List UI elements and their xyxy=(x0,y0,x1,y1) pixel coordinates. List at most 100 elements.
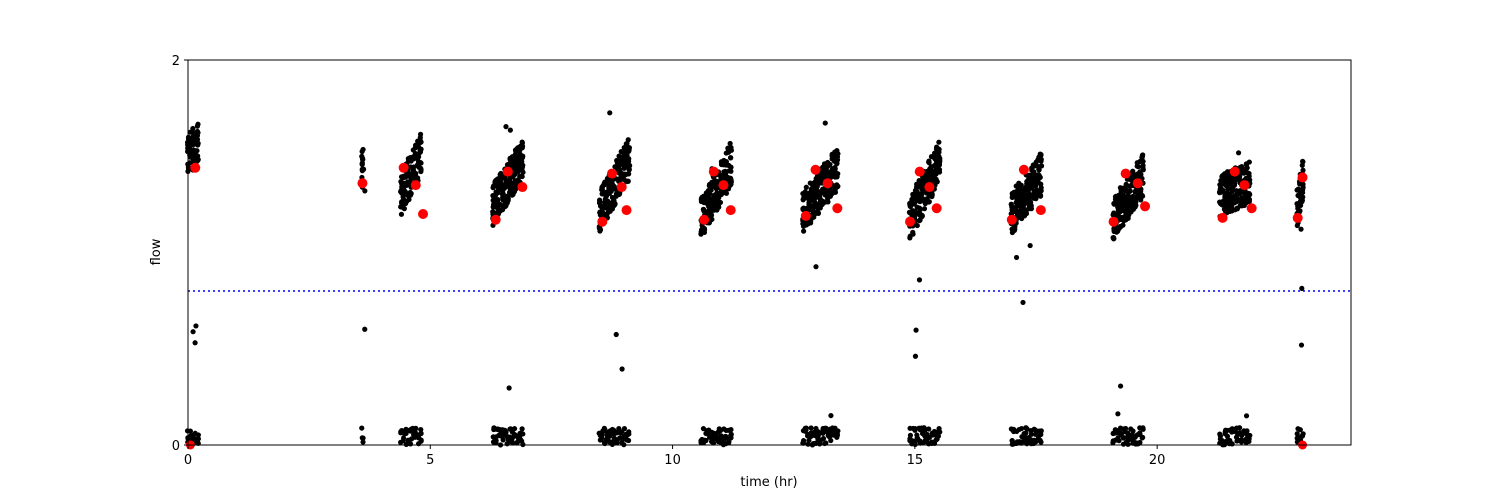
raw-point xyxy=(614,158,620,164)
mean-point xyxy=(1035,205,1046,216)
raw-point xyxy=(626,144,632,151)
raw-point xyxy=(834,174,840,180)
raw-point xyxy=(715,195,721,201)
mean-point xyxy=(1239,180,1250,191)
raw-point xyxy=(1243,413,1250,419)
raw-point xyxy=(360,439,366,445)
mean-point xyxy=(517,182,528,193)
mean-point xyxy=(1246,203,1257,214)
raw-point xyxy=(400,435,407,441)
raw-point xyxy=(1138,171,1144,178)
raw-point xyxy=(728,164,734,170)
raw-point xyxy=(1246,170,1252,177)
mean-point xyxy=(1132,178,1143,189)
mean-point xyxy=(1217,212,1228,223)
y-tick-label: 0 xyxy=(172,439,180,454)
raw-point xyxy=(418,426,424,433)
raw-point xyxy=(400,194,406,200)
raw-point xyxy=(607,110,613,116)
mean-point xyxy=(924,182,935,193)
raw-point xyxy=(728,433,734,439)
raw-point xyxy=(359,148,365,155)
raw-point xyxy=(835,183,841,189)
raw-point xyxy=(399,180,405,186)
mean-point xyxy=(1018,164,1029,175)
raw-point xyxy=(1119,193,1125,200)
raw-point xyxy=(728,177,734,183)
raw-point xyxy=(1235,150,1242,156)
raw-point xyxy=(1037,174,1043,180)
raw-point xyxy=(190,329,196,335)
raw-point xyxy=(515,169,521,175)
raw-point xyxy=(1224,433,1231,439)
raw-point xyxy=(1244,165,1250,171)
raw-point xyxy=(933,177,939,183)
raw-point xyxy=(1299,199,1305,205)
mean-point xyxy=(621,205,632,216)
mean-point xyxy=(1229,166,1240,177)
raw-point xyxy=(715,204,721,210)
raw-point xyxy=(936,139,942,145)
raw-point xyxy=(1121,435,1127,441)
raw-point xyxy=(1246,159,1252,165)
raw-point xyxy=(1122,425,1129,432)
mean-point xyxy=(708,166,719,177)
raw-point xyxy=(1239,437,1245,443)
x-tick-label: 15 xyxy=(907,453,924,468)
raw-point xyxy=(800,440,806,446)
raw-point xyxy=(359,160,365,166)
raw-point xyxy=(507,127,513,133)
raw-point xyxy=(194,157,200,163)
raw-point xyxy=(1244,428,1250,434)
raw-point xyxy=(1009,194,1015,200)
raw-point xyxy=(195,142,201,148)
raw-point xyxy=(1140,434,1146,441)
raw-point xyxy=(801,228,807,234)
raw-point xyxy=(1300,181,1306,188)
raw-point xyxy=(834,157,841,163)
raw-point xyxy=(1300,187,1306,193)
raw-point xyxy=(194,438,200,444)
mean-point xyxy=(398,162,409,173)
mean-point xyxy=(1297,172,1308,183)
raw-point xyxy=(596,225,602,231)
raw-point xyxy=(519,145,525,151)
raw-point xyxy=(500,437,506,443)
y-axis-label: flow xyxy=(149,238,164,265)
raw-point xyxy=(701,229,708,235)
raw-point xyxy=(407,441,414,447)
raw-point xyxy=(187,428,193,434)
raw-point xyxy=(519,173,525,180)
mean-point xyxy=(597,216,608,227)
raw-point xyxy=(418,430,424,437)
raw-point xyxy=(506,385,512,391)
y-tick-label: 2 xyxy=(172,54,180,69)
mean-point xyxy=(1006,214,1017,225)
raw-point xyxy=(1246,436,1252,442)
mean-point xyxy=(905,216,916,227)
raw-point xyxy=(1138,188,1144,195)
raw-point xyxy=(1028,199,1034,205)
raw-point xyxy=(708,211,714,218)
raw-point xyxy=(611,198,617,204)
raw-point xyxy=(919,191,925,197)
raw-point xyxy=(916,277,923,283)
raw-point xyxy=(1037,437,1043,443)
raw-point xyxy=(519,167,525,173)
raw-point xyxy=(727,140,733,147)
raw-point xyxy=(611,203,617,209)
raw-point xyxy=(914,222,920,229)
raw-points xyxy=(184,110,1306,448)
raw-point xyxy=(710,440,717,446)
raw-point xyxy=(727,154,734,161)
raw-point xyxy=(1038,181,1044,187)
raw-point xyxy=(626,431,632,437)
raw-point xyxy=(835,151,841,157)
raw-point xyxy=(194,148,200,154)
raw-point xyxy=(625,437,632,444)
raw-point xyxy=(1037,192,1044,198)
mean-point xyxy=(832,203,843,214)
raw-point xyxy=(404,173,410,179)
x-axis-label: time (hr) xyxy=(740,475,797,490)
